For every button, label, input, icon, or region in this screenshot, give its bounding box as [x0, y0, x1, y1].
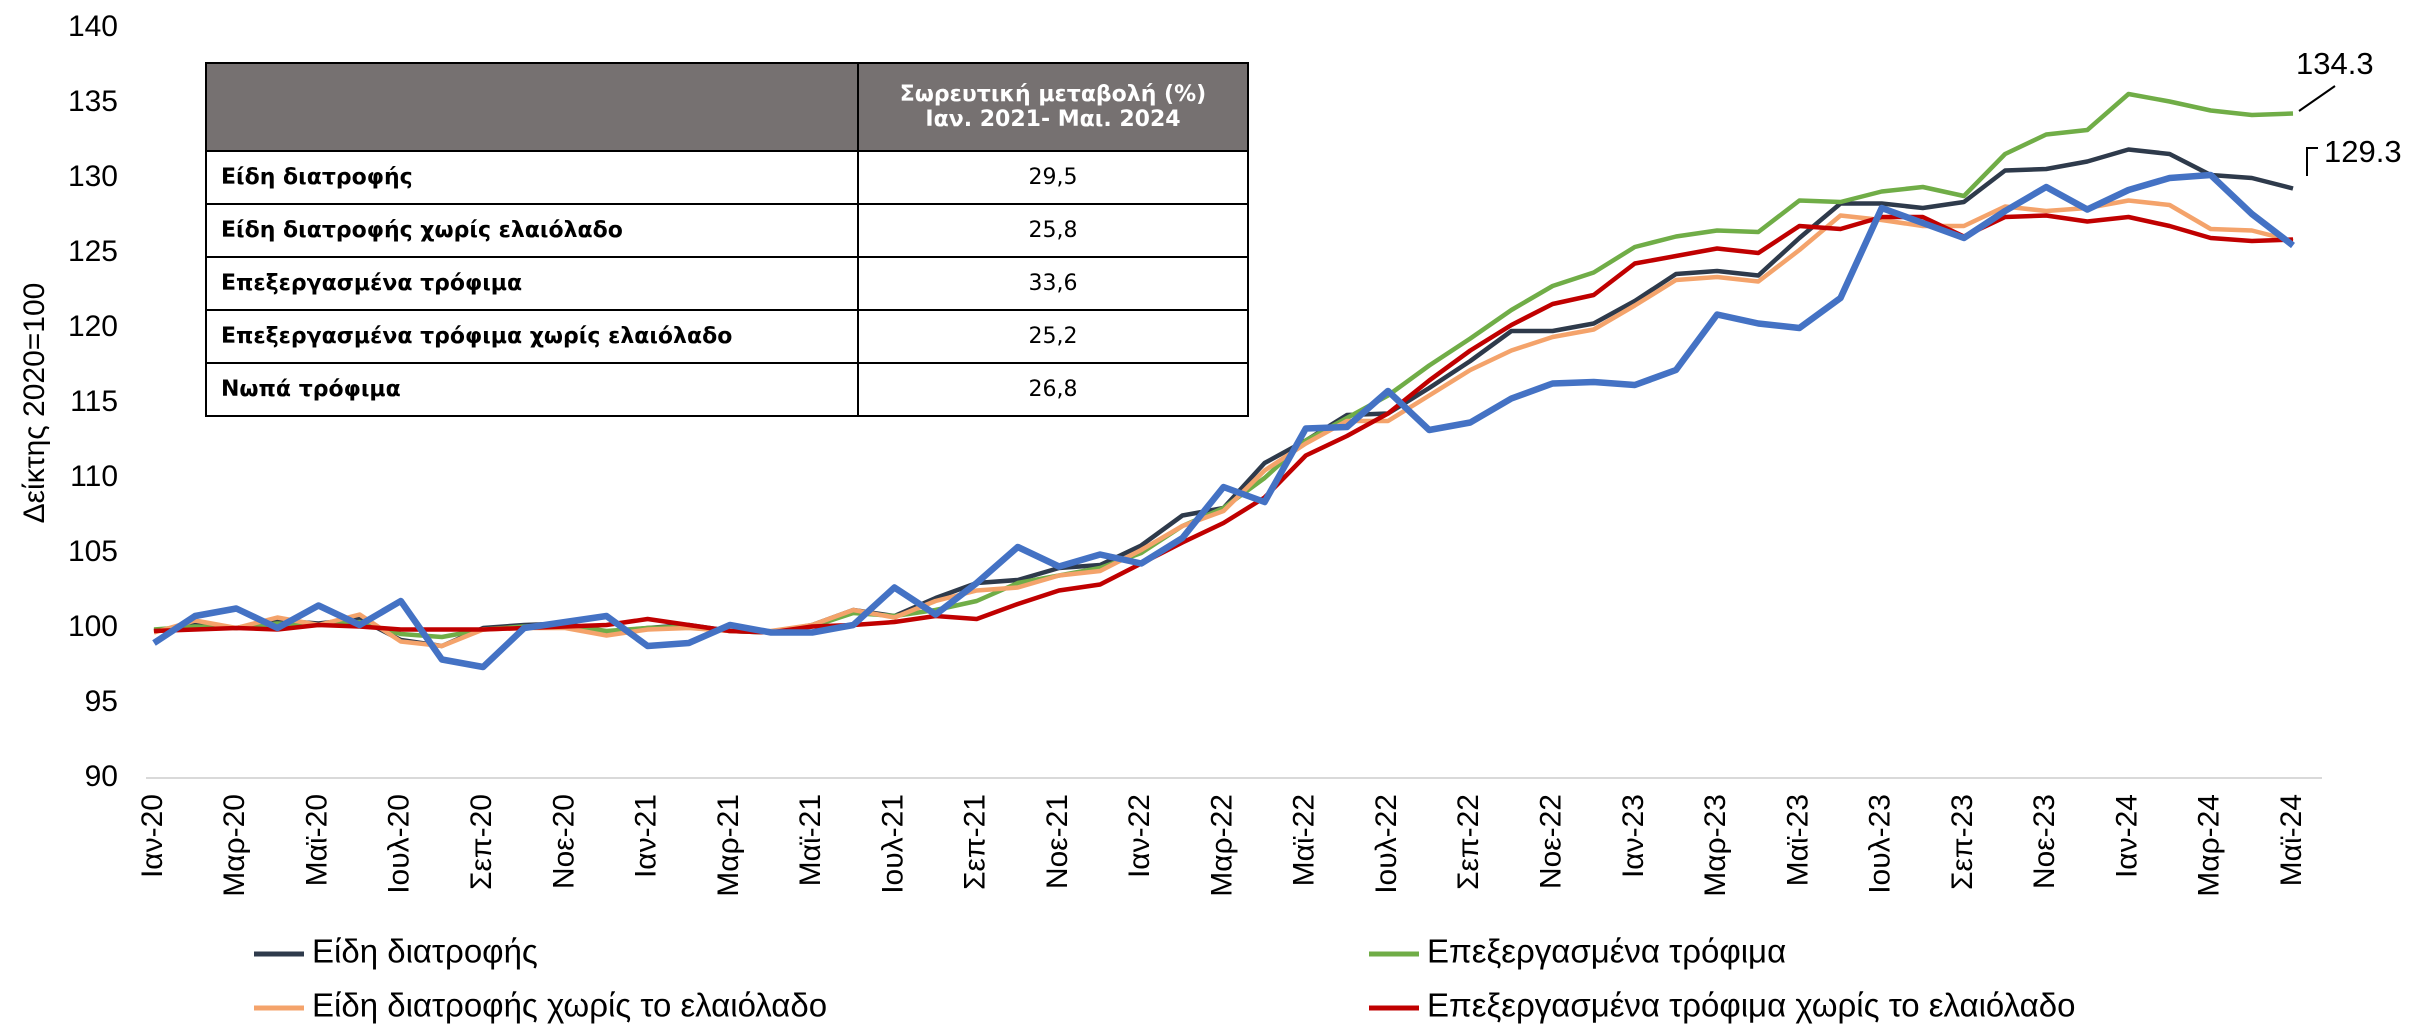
x-tick-label: Σεπ-23 — [1946, 794, 1979, 890]
x-tick-label: Μαρ-20 — [218, 794, 251, 897]
x-tick-label: Ιαν-23 — [1617, 794, 1650, 878]
y-tick-label: 140 — [68, 10, 118, 43]
x-tick-label: Σεπ-20 — [465, 794, 498, 890]
annotation: 134.3 — [2296, 46, 2374, 81]
x-tick-label: Ιουλ-23 — [1864, 794, 1897, 894]
table-value: 29,5 — [857, 150, 1249, 205]
y-tick-label: 100 — [68, 610, 118, 643]
table-header-empty — [205, 62, 859, 152]
annotation-leader — [2298, 85, 2336, 112]
x-tick-label: Ιαν-21 — [630, 794, 663, 878]
x-tick-label: Μαϊ-23 — [1781, 794, 1814, 886]
y-tick-label: 115 — [70, 385, 118, 418]
x-tick-label: Σεπ-22 — [1452, 794, 1485, 890]
x-tick-label: Μαϊ-20 — [300, 794, 333, 886]
legend-label: Επεξεργασμένα τρόφιμα — [1427, 933, 1786, 970]
summary-table: Σωρευτική μεταβολή (%) Ιαν. 2021- Μαι. 2… — [205, 62, 1249, 417]
x-tick-label: Νοε-22 — [1534, 794, 1567, 889]
table-value: 26,8 — [857, 362, 1249, 417]
table-label: Επεξεργασμένα τρόφιμα χωρίς ελαιόλαδο — [205, 309, 859, 364]
series-line — [152, 171, 2295, 671]
x-tick-label: Σεπ-21 — [959, 794, 992, 890]
legend-label: Είδη διατροφής χωρίς το ελαιόλαδο — [312, 987, 827, 1024]
x-tick-label: Νοε-21 — [1041, 794, 1074, 889]
x-tick-label: Μαϊ-24 — [2275, 794, 2308, 886]
annotation-leader — [2306, 147, 2318, 176]
x-tick-label: Ιαν-24 — [2110, 794, 2143, 878]
table-row: Επεξεργασμένα τρόφιμα χωρίς ελαιόλαδο 25,… — [205, 309, 1249, 364]
y-tick-label: 95 — [85, 685, 118, 718]
legend-label: Είδη διατροφής — [312, 933, 538, 970]
table-label: Νωπά τρόφιμα — [205, 362, 859, 417]
x-tick-label: Ιουλ-21 — [876, 794, 909, 894]
x-tick-label: Νοε-23 — [2028, 794, 2061, 889]
table-row: Επεξεργασμένα τρόφιμα 33,6 — [205, 256, 1249, 311]
series-line — [153, 213, 2294, 635]
table-label: Είδη διατροφής χωρίς ελαιόλαδο — [205, 203, 859, 258]
table-header: Σωρευτική μεταβολή (%) Ιαν. 2021- Μαι. 2… — [857, 62, 1249, 152]
y-tick-label: 105 — [68, 535, 118, 568]
table-value: 25,8 — [857, 203, 1249, 258]
annotation: 129.3 — [2324, 134, 2402, 169]
y-tick-label: 90 — [85, 760, 118, 793]
table-row: Είδη διατροφής 29,5 — [205, 150, 1249, 205]
table-value: 25,2 — [857, 309, 1249, 364]
table-value: 33,6 — [857, 256, 1249, 311]
x-tick-label: Ιουλ-20 — [383, 794, 416, 894]
x-tick-label: Μαϊ-21 — [794, 794, 827, 886]
x-tick-label: Μαϊ-22 — [1288, 794, 1321, 886]
table-row: Νωπά τρόφιμα 26,8 — [205, 362, 1249, 417]
x-tick-label: Μαρ-21 — [712, 794, 745, 897]
x-tick-label: Ιουλ-22 — [1370, 794, 1403, 894]
x-tick-label: Μαρ-24 — [2193, 794, 2226, 897]
table-header-row: Σωρευτική μεταβολή (%) Ιαν. 2021- Μαι. 2… — [205, 62, 1249, 152]
y-tick-label: 135 — [68, 85, 118, 118]
x-tick-label: Μαρ-23 — [1699, 794, 1732, 897]
legend-label: Επεξεργασμένα τρόφιμα χωρίς το ελαιόλαδο — [1427, 987, 2075, 1024]
y-axis-label: Δείκτης 2020=100 — [18, 283, 51, 524]
y-tick-label: 130 — [68, 160, 118, 193]
y-tick-label: 110 — [70, 460, 118, 493]
x-tick-label: Ιαν-22 — [1123, 794, 1156, 878]
x-tick-label: Ιαν-20 — [136, 794, 169, 878]
x-tick-label: Νοε-20 — [547, 794, 580, 889]
table-row: Είδη διατροφής χωρίς ελαιόλαδο 25,8 — [205, 203, 1249, 258]
y-tick-label: 125 — [68, 235, 118, 268]
table-label: Επεξεργασμένα τρόφιμα — [205, 256, 859, 311]
x-tick-label: Μαρ-22 — [1205, 794, 1238, 897]
table-label: Είδη διατροφής — [205, 150, 859, 205]
y-tick-label: 120 — [68, 310, 118, 343]
